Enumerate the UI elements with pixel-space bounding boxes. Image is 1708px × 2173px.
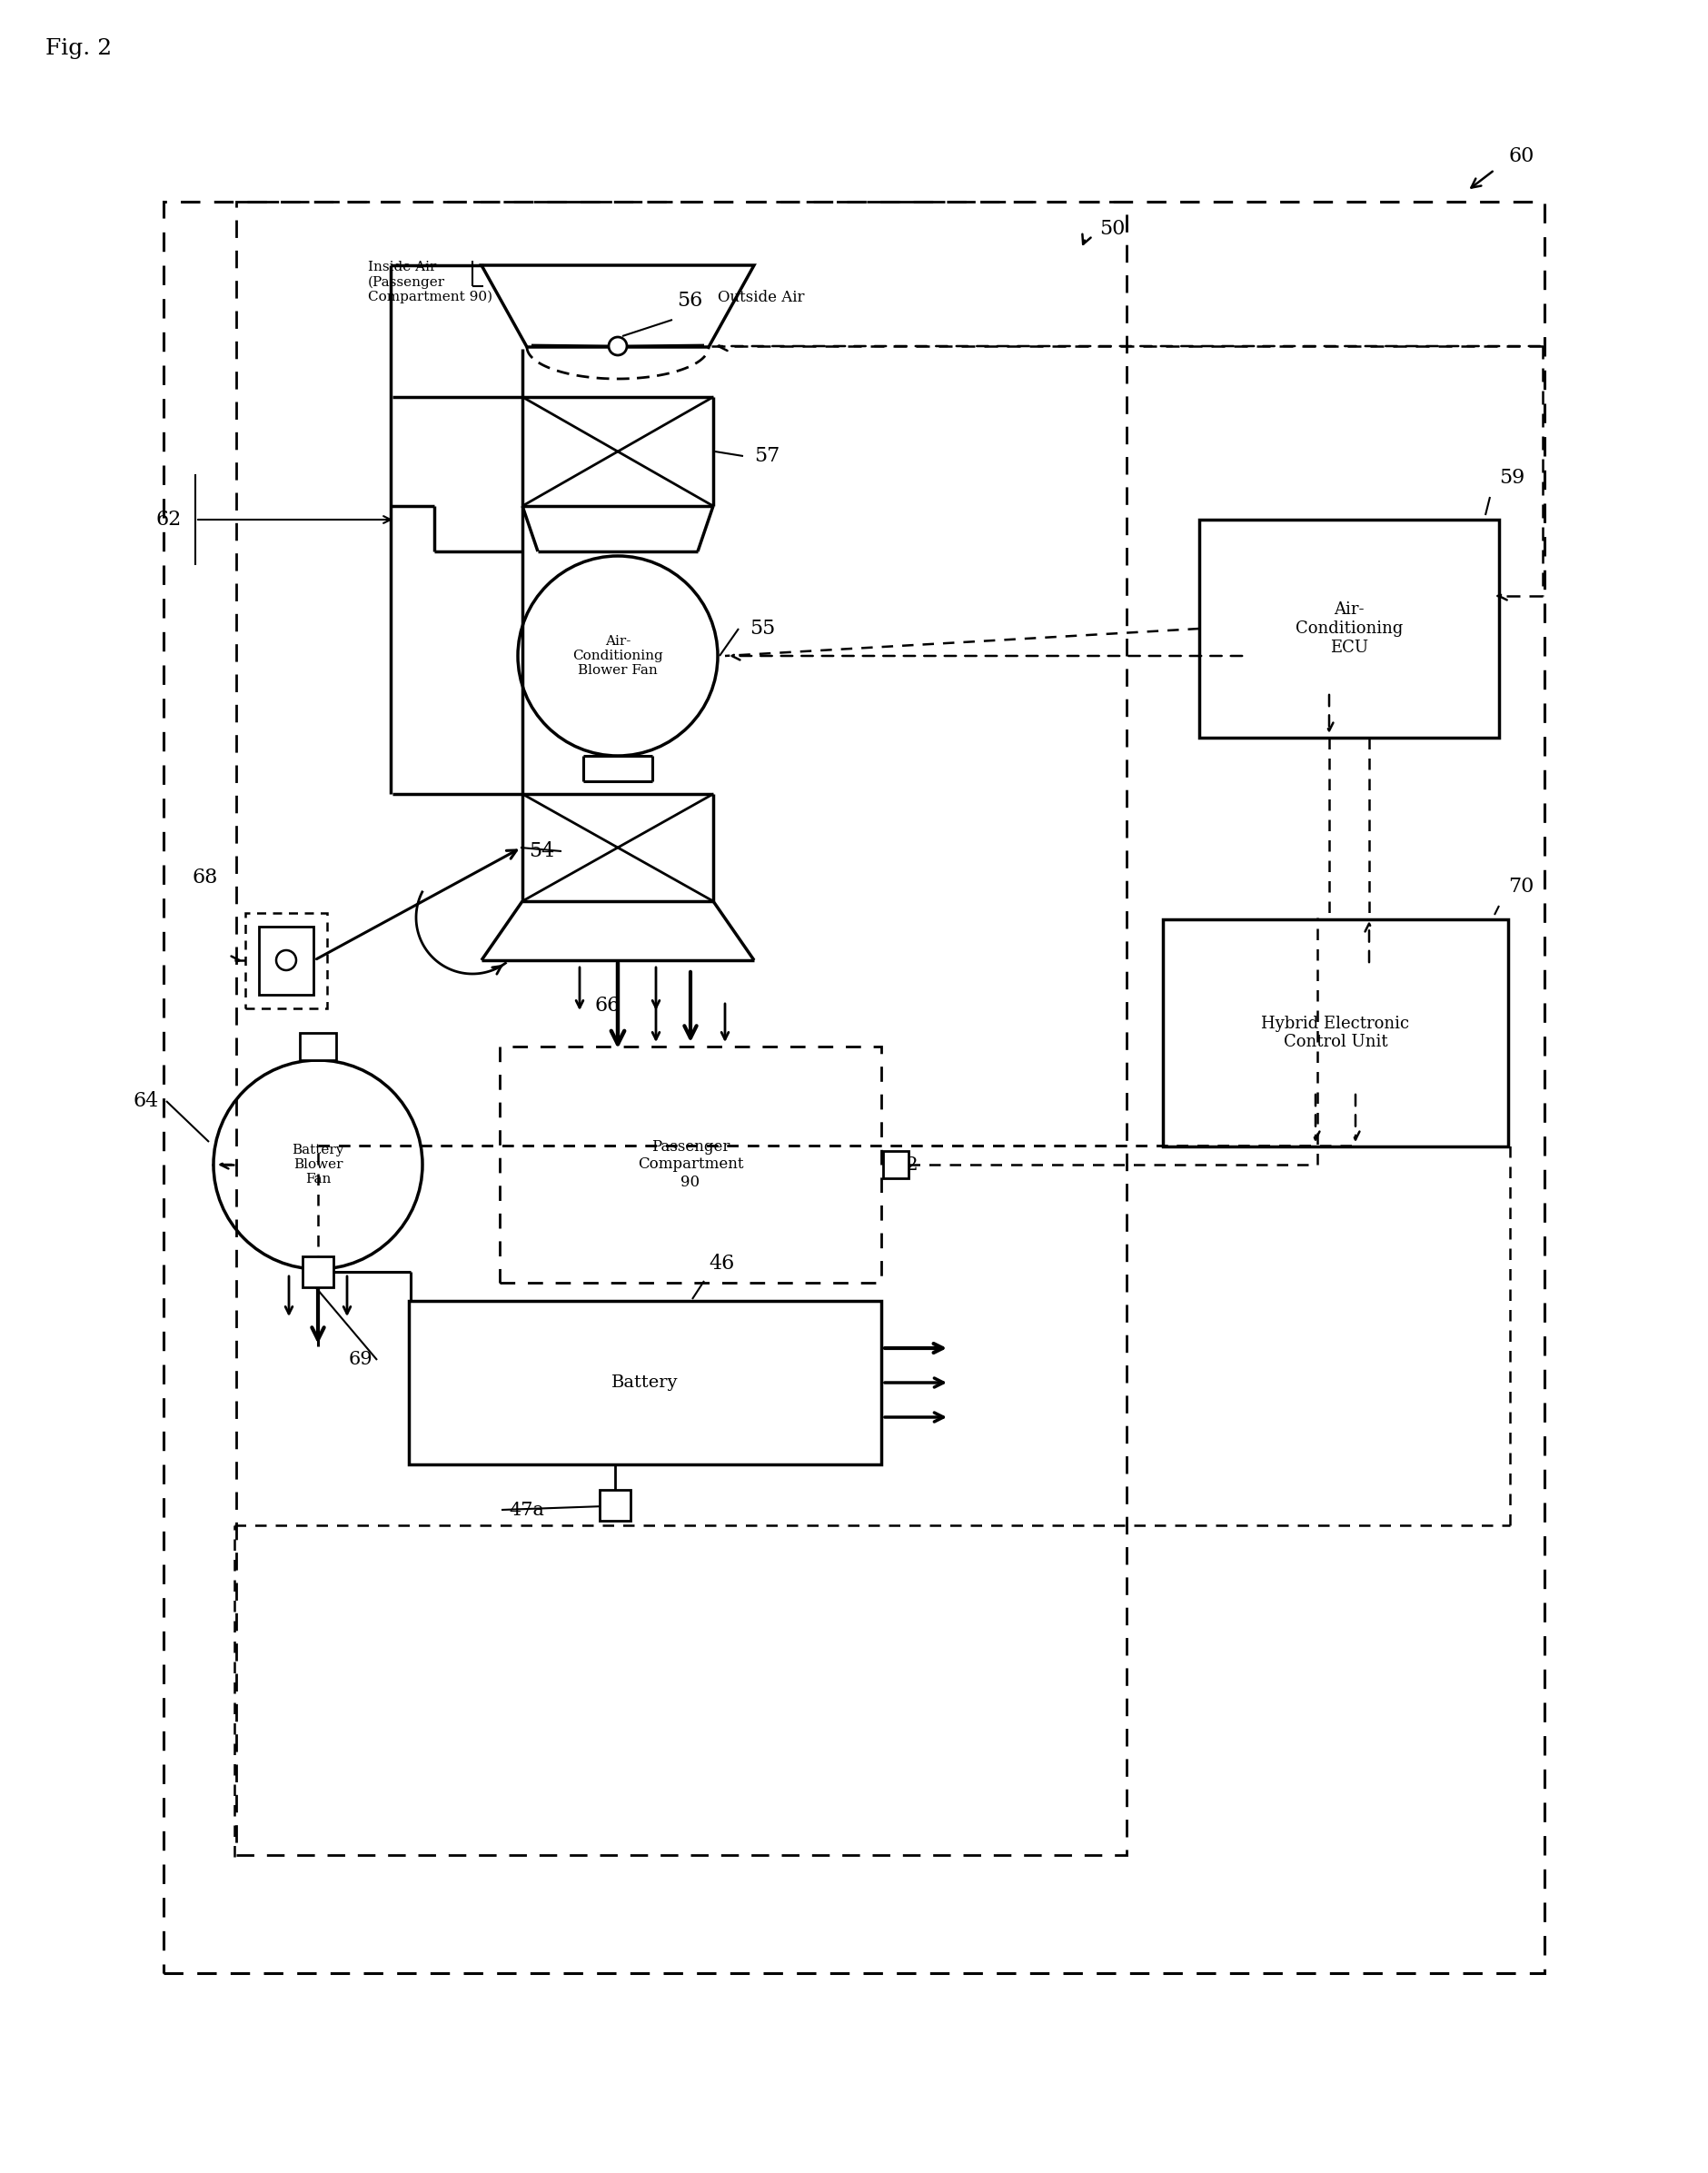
Bar <box>301 1032 336 1060</box>
Text: 66: 66 <box>594 995 620 1015</box>
Text: Inside Air
(Passenger
Compartment 90): Inside Air (Passenger Compartment 90) <box>367 261 492 304</box>
Text: 64: 64 <box>133 1091 159 1110</box>
Text: 47a: 47a <box>509 1502 545 1519</box>
Text: Battery
Blower
Fan: Battery Blower Fan <box>292 1143 343 1186</box>
Circle shape <box>608 337 627 354</box>
Bar <box>1199 519 1500 737</box>
Bar <box>1163 919 1508 1147</box>
Text: 60: 60 <box>1508 146 1534 167</box>
Text: Air-
Conditioning
ECU: Air- Conditioning ECU <box>1295 602 1402 656</box>
Bar <box>600 1491 630 1521</box>
Bar <box>260 926 314 995</box>
Text: 92: 92 <box>895 1156 919 1173</box>
Text: Passenger
Compartment
90: Passenger Compartment 90 <box>637 1139 743 1191</box>
Text: 56: 56 <box>676 291 702 311</box>
Text: 57: 57 <box>753 445 781 465</box>
Circle shape <box>277 950 295 969</box>
Text: 55: 55 <box>750 619 775 639</box>
Text: 69: 69 <box>348 1352 372 1369</box>
Bar <box>302 1256 333 1286</box>
Text: 62: 62 <box>155 511 181 530</box>
Text: Air-
Conditioning
Blower Fan: Air- Conditioning Blower Fan <box>572 635 663 678</box>
Bar <box>883 1152 909 1178</box>
Text: 50: 50 <box>1100 219 1126 239</box>
Bar <box>408 1302 881 1465</box>
Text: Hybrid Electronic
Control Unit: Hybrid Electronic Control Unit <box>1262 1015 1409 1050</box>
Text: 70: 70 <box>1508 876 1534 897</box>
Text: 68: 68 <box>193 867 219 887</box>
Text: Battery: Battery <box>611 1376 678 1391</box>
Text: 59: 59 <box>1500 467 1525 487</box>
Text: Outside Air: Outside Air <box>717 289 804 304</box>
Text: 46: 46 <box>709 1254 734 1273</box>
Text: Fig. 2: Fig. 2 <box>46 39 111 59</box>
Text: 54: 54 <box>528 841 553 861</box>
